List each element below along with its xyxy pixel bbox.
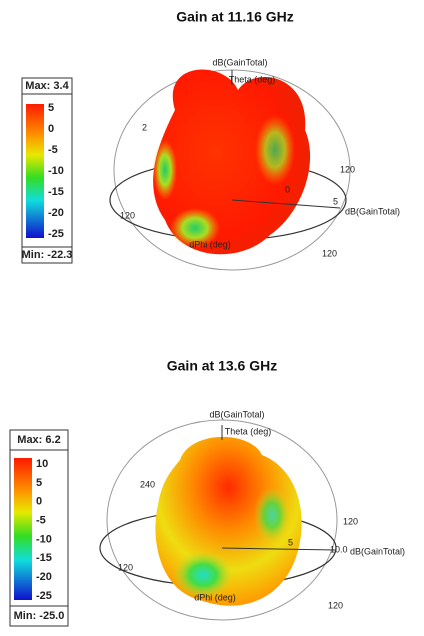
axis-label: dB(GainTotal)	[212, 57, 267, 67]
legend-tick-label: -15	[36, 552, 52, 564]
axis-label: dB(GainTotal)	[345, 206, 400, 216]
axis-label: dB(GainTotal)	[209, 409, 264, 419]
color-bar	[14, 458, 32, 600]
figure-title: Gain at 11.16 GHz	[176, 9, 294, 25]
legend-tick-label: -20	[48, 207, 64, 219]
axis-label: 2	[142, 122, 147, 132]
null-region	[153, 140, 177, 200]
axis-label: dB(GainTotal)	[350, 546, 405, 556]
legend-tick-label: -15	[48, 186, 64, 198]
legend-tick-label: -20	[36, 571, 52, 583]
legend-tick-label: -10	[36, 533, 52, 545]
axis-label: 5	[333, 196, 338, 206]
page: Gain at 11.16 GHz Max: 3.4 5 0 -5 -10 -15 -20…	[0, 0, 424, 636]
legend-tick-label: -5	[36, 514, 46, 526]
axis-label: 120	[118, 562, 133, 572]
figure-title: Gain at 13.6 GHz	[167, 358, 277, 374]
color-bar	[26, 104, 44, 238]
axis-label: 120	[322, 248, 337, 258]
null-region	[254, 487, 290, 543]
axis-label: 5	[288, 537, 293, 547]
legend-tick-label: 5	[36, 477, 42, 489]
axis-label: 120	[120, 210, 135, 220]
axis-label: 120	[343, 516, 358, 526]
legend-tick-label: 0	[36, 496, 42, 508]
axis-label: 120	[328, 600, 343, 610]
axis-label: 10.0	[330, 544, 348, 554]
legend-min: Min: -25.0	[14, 610, 65, 622]
legend-max: Max: 6.2	[17, 434, 60, 446]
axis-label: dPhi (deg)	[194, 592, 236, 602]
legend-max: Max: 3.4	[25, 80, 69, 92]
legend-tick-label: 0	[48, 123, 54, 135]
legend-tick-label: 5	[48, 102, 54, 114]
axis-label: 120	[340, 164, 355, 174]
axis-label: 0	[285, 184, 290, 194]
legend-tick-label: -25	[36, 590, 52, 602]
axis-label: 240	[140, 479, 155, 489]
axis-label: Theta (deg)	[229, 74, 276, 84]
axis-label: Theta (deg)	[225, 426, 272, 436]
legend-min: Min: -22.3	[22, 249, 73, 261]
legend-tick-label: -5	[48, 144, 58, 156]
legend-tick-label: -25	[48, 228, 64, 240]
legend-tick-label: 10	[36, 458, 48, 470]
null-region	[255, 115, 295, 185]
axis-label: dPhi (deg)	[189, 239, 231, 249]
legend-tick-label: -10	[48, 165, 64, 177]
